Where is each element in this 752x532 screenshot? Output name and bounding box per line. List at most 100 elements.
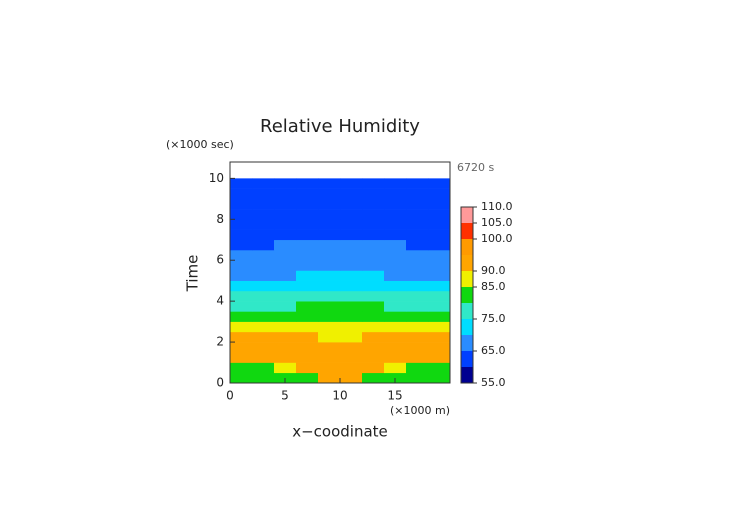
contour-cell: [318, 249, 341, 261]
contour-cell: [406, 311, 429, 322]
contour-cell: [230, 342, 253, 353]
colorbar-tick-label: 55.0: [481, 376, 506, 389]
colorbar-tick-label: 110.0: [481, 200, 513, 213]
colorbar-band: [461, 271, 473, 287]
contour-cell: [252, 321, 275, 333]
contour-cell: [406, 249, 429, 261]
contour-cell: [340, 198, 363, 210]
contour-cell: [296, 229, 319, 241]
contour-cell: [384, 198, 407, 210]
contour-cell: [252, 362, 275, 374]
contour-cell: [362, 331, 385, 343]
contour-cell: [340, 270, 363, 281]
contour-cell: [362, 198, 385, 210]
contour-cell: [318, 301, 341, 312]
x-tick-label: 5: [281, 389, 289, 403]
contour-cell: [296, 301, 319, 312]
contour-cell: [274, 239, 297, 251]
contour-cell: [428, 249, 451, 261]
contour-cell: [318, 372, 341, 384]
contour-cell: [428, 290, 451, 302]
colorbar-band: [461, 351, 473, 367]
contour-cell: [296, 352, 319, 363]
contour-cell: [252, 178, 275, 189]
contour-cell: [230, 280, 253, 292]
contour-cell: [428, 331, 451, 343]
contour-cell: [318, 290, 341, 302]
contour-cell: [252, 290, 275, 302]
colorbar-band: [461, 319, 473, 335]
contour-cell: [296, 342, 319, 353]
contour-cell: [384, 342, 407, 353]
contour-cell: [406, 178, 429, 189]
contour-cell: [406, 219, 429, 230]
contour-cell: [296, 249, 319, 261]
contour-cell: [274, 229, 297, 241]
contour-cell: [296, 198, 319, 210]
contour-cell: [340, 290, 363, 302]
contour-cell: [318, 209, 341, 220]
contour-cell: [406, 209, 429, 220]
x-tick-label: 0: [226, 389, 234, 403]
contour-cell: [384, 178, 407, 189]
contour-cell: [252, 229, 275, 241]
y-axis-label: Time: [184, 255, 202, 293]
contour-cell: [384, 249, 407, 261]
contour-cell: [406, 229, 429, 241]
contour-cell: [318, 311, 341, 322]
y-tick-label: 8: [216, 212, 224, 226]
contour-cell: [318, 188, 341, 200]
y-tick-label: 6: [216, 253, 224, 267]
contour-cell: [230, 219, 253, 230]
contour-cell: [428, 372, 451, 384]
contour-cell: [296, 239, 319, 251]
contour-cell: [296, 331, 319, 343]
time-annotation: 6720 s: [457, 161, 494, 174]
contour-cell: [428, 321, 451, 333]
contour-cell: [428, 188, 451, 200]
contour-cell: [230, 249, 253, 261]
colorbar-tick-label: 85.0: [481, 280, 506, 293]
contour-cell: [362, 301, 385, 312]
contour-cell: [296, 280, 319, 292]
contour-cell: [406, 331, 429, 343]
contour-cell: [428, 352, 451, 363]
contour-cell: [274, 321, 297, 333]
contour-cell: [318, 321, 341, 333]
contour-cell: [274, 280, 297, 292]
contour-cell: [296, 290, 319, 302]
contour-cell: [428, 229, 451, 241]
contour-cell: [406, 260, 429, 271]
contour-cell: [362, 372, 385, 384]
contour-cell: [406, 239, 429, 251]
contour-cell: [230, 321, 253, 333]
contour-cell: [252, 198, 275, 210]
contour-cell: [406, 342, 429, 353]
contour-cell: [318, 270, 341, 281]
contour-cell: [362, 270, 385, 281]
contour-cell: [252, 209, 275, 220]
contour-cell: [252, 239, 275, 251]
contour-cell: [428, 270, 451, 281]
colorbar-tick-label: 75.0: [481, 312, 506, 325]
contour-cell: [428, 362, 451, 374]
contour-cell: [318, 260, 341, 271]
colorbar-band: [461, 287, 473, 303]
contour-cell: [318, 178, 341, 189]
contour-cell: [384, 239, 407, 251]
contour-cell: [340, 209, 363, 220]
colorbar-tick-label: 65.0: [481, 344, 506, 357]
colorbar-band: [461, 207, 473, 223]
contour-cell: [428, 178, 451, 189]
contour-cell: [340, 239, 363, 251]
contour-cell: [252, 270, 275, 281]
y-tick-label: 0: [216, 376, 224, 390]
contour-cell: [274, 209, 297, 220]
contour-cell: [230, 301, 253, 312]
contour-cell: [340, 219, 363, 230]
contour-cell: [230, 311, 253, 322]
contour-cell: [384, 270, 407, 281]
contour-cell: [252, 260, 275, 271]
contour-cell: [428, 219, 451, 230]
contour-cell: [406, 362, 429, 374]
